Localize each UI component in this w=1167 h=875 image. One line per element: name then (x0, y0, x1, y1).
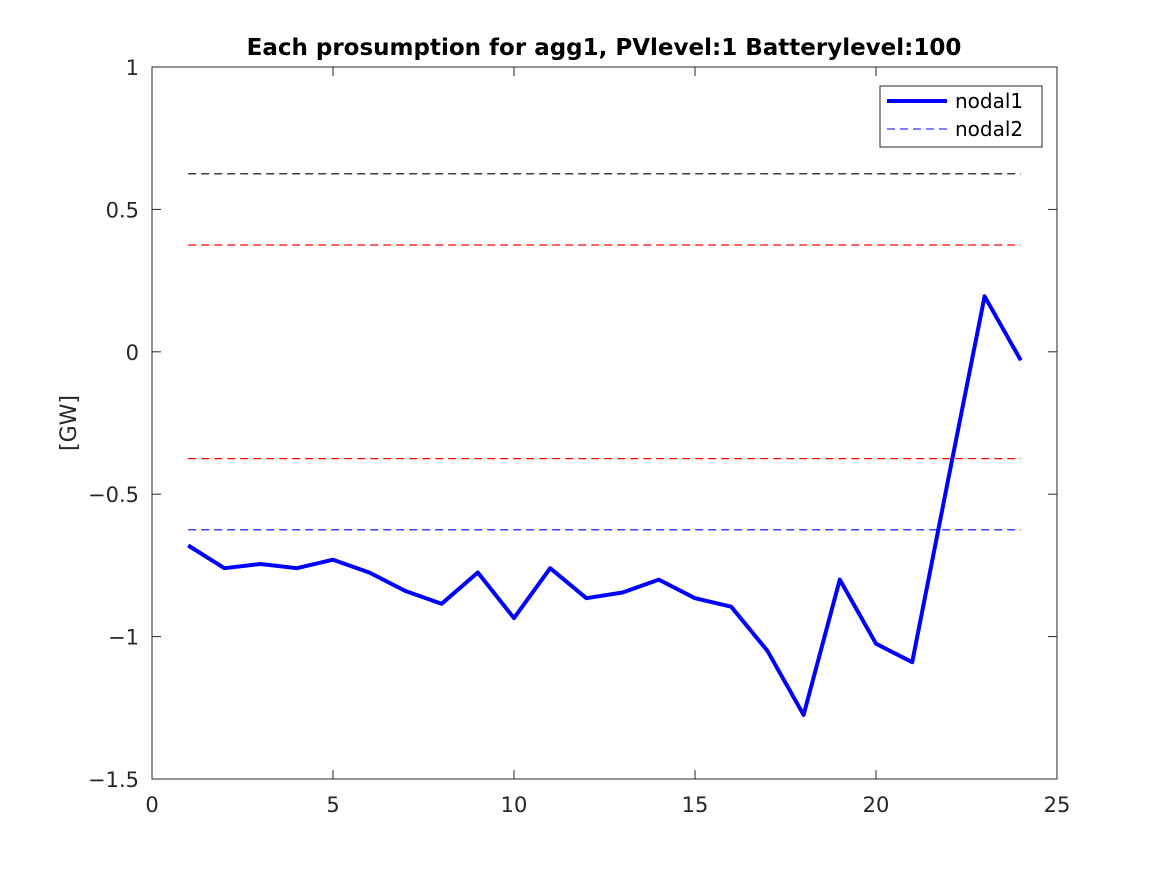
series-layer (187, 173, 1023, 717)
y-tick-label: 1 (126, 56, 139, 80)
legend-label-nodal2: nodal2 (955, 117, 1023, 141)
legend[interactable]: nodal1 nodal2 (879, 85, 1043, 148)
legend-label-nodal1: nodal1 (955, 89, 1023, 113)
x-tick-label: 5 (326, 793, 339, 817)
y-axis-label: [GW] (57, 395, 82, 451)
y-tick-label: −0.5 (88, 483, 139, 507)
x-tick-label: 15 (682, 793, 709, 817)
y-tick-label: −1 (108, 626, 139, 650)
x-tick-label: 10 (501, 793, 528, 817)
y-tick-label: 0.5 (106, 198, 139, 222)
legend-box (879, 85, 1043, 148)
y-axis: −1.5 −1 −0.5 0 0.5 1 (88, 56, 1057, 792)
y-tick-label: −1.5 (88, 768, 139, 792)
x-tick-label: 20 (863, 793, 890, 817)
series-line-nodal1 (187, 294, 1023, 717)
x-tick-label: 25 (1044, 793, 1071, 817)
chart-title: Each prosumption for agg1, PVlevel:1 Bat… (247, 35, 962, 61)
x-axis: 0 5 10 15 20 25 (145, 67, 1070, 817)
x-tick-label: 0 (145, 793, 158, 817)
y-tick-label: 0 (126, 341, 139, 365)
plot-frame (151, 66, 1058, 780)
